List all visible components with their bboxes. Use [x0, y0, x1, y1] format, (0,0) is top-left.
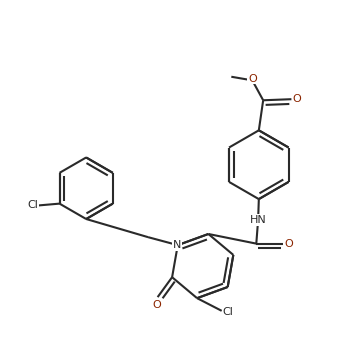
Text: HN: HN	[250, 215, 266, 225]
Text: N: N	[173, 240, 181, 250]
Text: O: O	[293, 94, 302, 104]
Text: O: O	[248, 73, 257, 84]
Text: Cl: Cl	[223, 307, 233, 317]
Text: O: O	[284, 239, 293, 249]
Text: O: O	[152, 300, 161, 310]
Text: Cl: Cl	[27, 201, 38, 210]
